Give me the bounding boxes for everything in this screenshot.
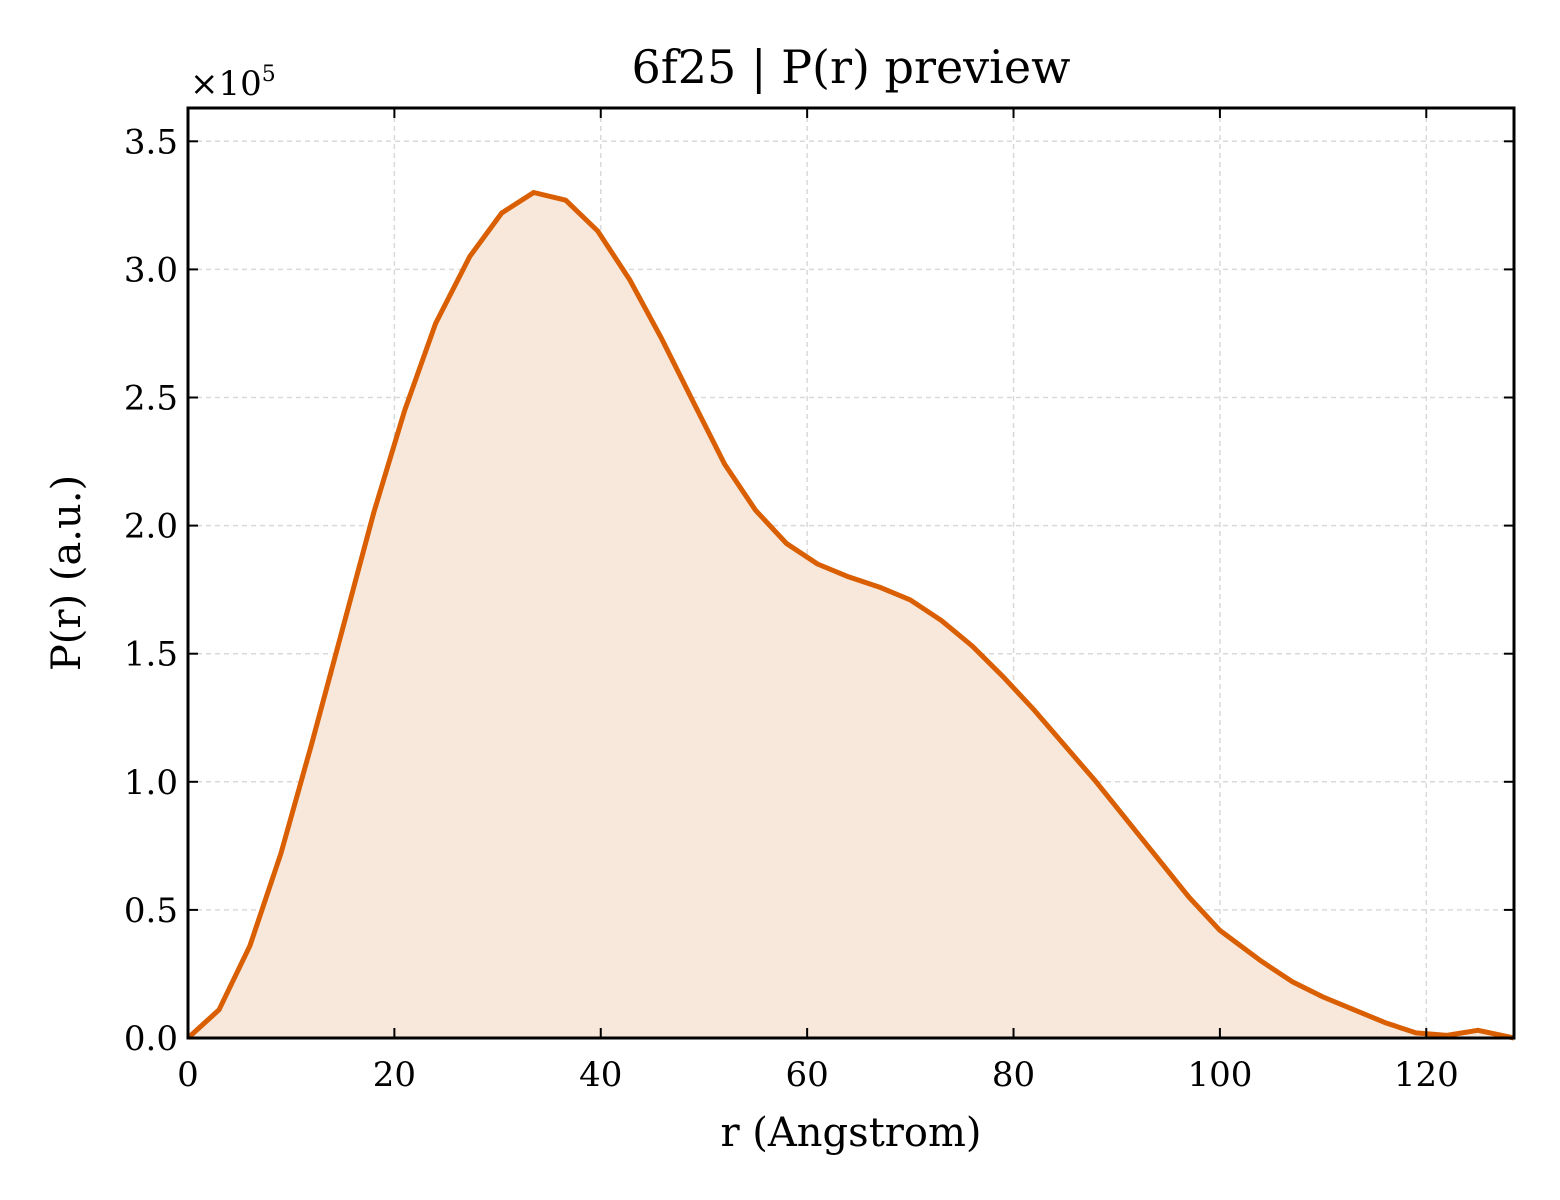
y-axis-multiplier-exponent: 5 [262,62,276,87]
x-tick-label: 120 [1394,1055,1459,1095]
y-tick-label: 2.0 [124,507,178,547]
x-tick-label: 60 [786,1055,829,1095]
chart-title: 6f25 | P(r) preview [632,40,1071,94]
area-fill [188,192,1514,1038]
x-tick-label: 80 [992,1055,1035,1095]
y-tick-label: 1.5 [124,635,178,675]
x-tick-label: 40 [579,1055,622,1095]
y-tick-label: 2.5 [124,379,178,419]
y-axis-label: P(r) (a.u.) [44,475,90,671]
y-tick-label: 3.0 [124,250,178,290]
data-line [186,190,1515,1041]
x-tick-label: 20 [373,1055,416,1095]
y-tick-label: 0.5 [124,891,178,931]
y-axis-multiplier: ×105 [190,62,276,104]
y-tick-label: 0.0 [124,1019,178,1059]
plot-frame [186,106,1516,1040]
axis-tick-labels: 0 20 40 60 80 100 120 0.0 0.5 1.0 1.5 2.0 2.5 3.0 3.5 [124,122,1459,1095]
x-tick-label: 100 [1187,1055,1252,1095]
y-tick-label: 3.5 [124,122,178,162]
x-axis-label: r (Angstrom) [720,1110,981,1156]
y-axis-multiplier-base: ×10 [190,64,262,104]
y-tick-label: 1.0 [124,763,178,803]
x-tick-label: 0 [177,1055,199,1095]
